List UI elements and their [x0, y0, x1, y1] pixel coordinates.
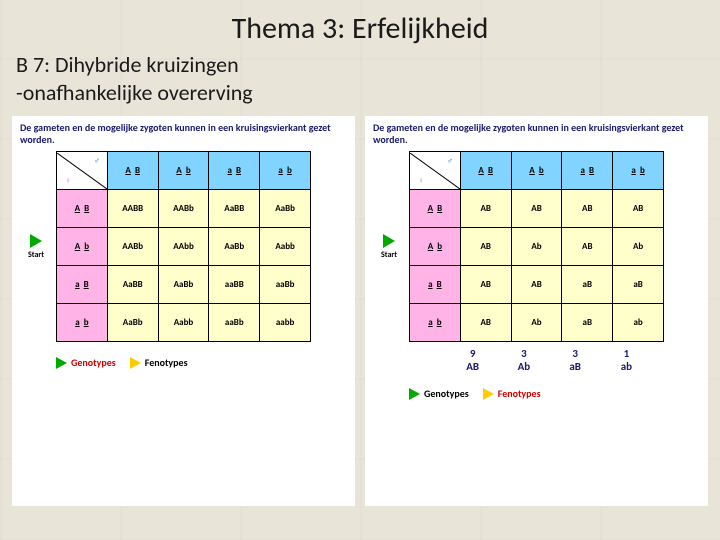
- legend-label: Genotypes: [71, 356, 116, 369]
- zygote-cell: AB: [562, 190, 613, 228]
- zygote-cell: AB: [511, 266, 562, 304]
- zygote-cell: aB: [613, 266, 664, 304]
- ratio-item: 1ab: [601, 348, 652, 373]
- panel-caption: De gameten en de mogelijke zygoten kunne…: [373, 122, 700, 145]
- zygote-cell: AB: [460, 304, 511, 342]
- zygote-cell: ab: [613, 304, 664, 342]
- male-gamete-header: A b: [511, 152, 562, 190]
- zygote-cell: AABb: [158, 190, 209, 228]
- legend-label: Genotypes: [424, 387, 469, 400]
- zygote-cell: aaBB: [209, 266, 260, 304]
- male-gamete-header: A B: [460, 152, 511, 190]
- punnett-wrap: Start ♂ ♀ A BA ba Ba bA BAABBAABbAaBBAaB…: [20, 151, 347, 342]
- zygote-cell: AaBb: [260, 190, 311, 228]
- svg-text:♂: ♂: [94, 156, 100, 166]
- start-label: Start: [28, 250, 44, 260]
- zygote-cell: Ab: [613, 228, 664, 266]
- zygote-cell: aaBb: [209, 304, 260, 342]
- female-gamete-header: a B: [57, 266, 108, 304]
- punnett-wrap: Start ♂ ♀ A BA ba Ba bA BABABABABA bABAb…: [373, 151, 700, 342]
- legend: Genotypes Fenotypes: [56, 356, 347, 369]
- legend-label: Fenotypes: [145, 356, 188, 369]
- zygote-cell: AABB: [107, 190, 158, 228]
- slide: Thema 3: Erfelijkheid B 7: Dihybride kru…: [0, 0, 720, 540]
- zygote-cell: Aabb: [260, 228, 311, 266]
- zygote-cell: Aabb: [158, 304, 209, 342]
- subtitle-line1: B 7: Dihybride kruizingen: [16, 51, 239, 78]
- zygote-cell: AAbb: [158, 228, 209, 266]
- punnett-square: ♂ ♀ A BA ba Ba bA BAABBAABbAaBBAaBbA bAA…: [56, 151, 311, 342]
- ratio-item: 3Ab: [498, 348, 549, 373]
- subtitle-line2: -onafhankelijke overerving: [16, 79, 253, 106]
- start-indicator: Start: [373, 234, 405, 260]
- panels-row: De gameten en de mogelijke zygoten kunne…: [12, 116, 708, 506]
- punnett-panel-genotypes: De gameten en de mogelijke zygoten kunne…: [12, 116, 355, 506]
- zygote-cell: aB: [562, 304, 613, 342]
- play-icon: [383, 234, 395, 248]
- play-icon: [30, 234, 42, 248]
- male-gamete-header: a b: [260, 152, 311, 190]
- punnett-panel-phenotypes: De gameten en de mogelijke zygoten kunne…: [365, 116, 708, 506]
- zygote-cell: AB: [460, 190, 511, 228]
- female-gamete-header: A b: [410, 228, 461, 266]
- legend-item: Genotypes: [56, 356, 116, 369]
- zygote-cell: AaBB: [107, 266, 158, 304]
- zygote-cell: AB: [562, 228, 613, 266]
- female-gamete-header: A B: [57, 190, 108, 228]
- svg-text:♀: ♀: [418, 176, 424, 186]
- triangle-icon: [483, 388, 494, 400]
- zygote-cell: AB: [460, 266, 511, 304]
- zygote-cell: AaBb: [209, 228, 260, 266]
- svg-text:♀: ♀: [65, 176, 71, 186]
- zygote-cell: AB: [511, 190, 562, 228]
- zygote-cell: AaBb: [158, 266, 209, 304]
- legend-item: Genotypes: [409, 387, 469, 400]
- slide-subtitle: B 7: Dihybride kruizingen -onafhankelijk…: [16, 51, 708, 106]
- legend-item: Fenotypes: [130, 356, 188, 369]
- female-gamete-header: a b: [410, 304, 461, 342]
- legend-item: Fenotypes: [483, 387, 541, 400]
- zygote-cell: Ab: [511, 304, 562, 342]
- female-gamete-header: a b: [57, 304, 108, 342]
- panel-caption: De gameten en de mogelijke zygoten kunne…: [20, 122, 347, 145]
- legend-label: Fenotypes: [498, 387, 541, 400]
- punnett-square: ♂ ♀ A BA ba Ba bA BABABABABA bABAbABAba …: [409, 151, 664, 342]
- corner-cell: ♂ ♀: [57, 152, 108, 190]
- zygote-cell: aB: [562, 266, 613, 304]
- zygote-cell: AaBB: [209, 190, 260, 228]
- male-gamete-header: a b: [613, 152, 664, 190]
- svg-text:♂: ♂: [447, 156, 453, 166]
- zygote-cell: aabb: [260, 304, 311, 342]
- zygote-cell: Ab: [511, 228, 562, 266]
- zygote-cell: aaBb: [260, 266, 311, 304]
- slide-title: Thema 3: Erfelijkheid: [12, 10, 708, 47]
- zygote-cell: AB: [460, 228, 511, 266]
- male-gamete-header: A b: [158, 152, 209, 190]
- female-gamete-header: A b: [57, 228, 108, 266]
- male-gamete-header: a B: [209, 152, 260, 190]
- start-indicator: Start: [20, 234, 52, 260]
- triangle-icon: [409, 388, 420, 400]
- triangle-icon: [56, 357, 67, 369]
- triangle-icon: [130, 357, 141, 369]
- female-gamete-header: a B: [410, 266, 461, 304]
- male-gamete-header: A B: [107, 152, 158, 190]
- ratio-item: 3aB: [550, 348, 601, 373]
- zygote-cell: AABb: [107, 228, 158, 266]
- zygote-cell: AB: [613, 190, 664, 228]
- female-gamete-header: A B: [410, 190, 461, 228]
- phenotype-ratio: 9AB3Ab3aB1ab: [447, 348, 652, 373]
- legend: Genotypes Fenotypes: [409, 387, 700, 400]
- ratio-item: 9AB: [447, 348, 498, 373]
- zygote-cell: AaBb: [107, 304, 158, 342]
- start-label: Start: [381, 250, 397, 260]
- corner-cell: ♂ ♀: [410, 152, 461, 190]
- male-gamete-header: a B: [562, 152, 613, 190]
